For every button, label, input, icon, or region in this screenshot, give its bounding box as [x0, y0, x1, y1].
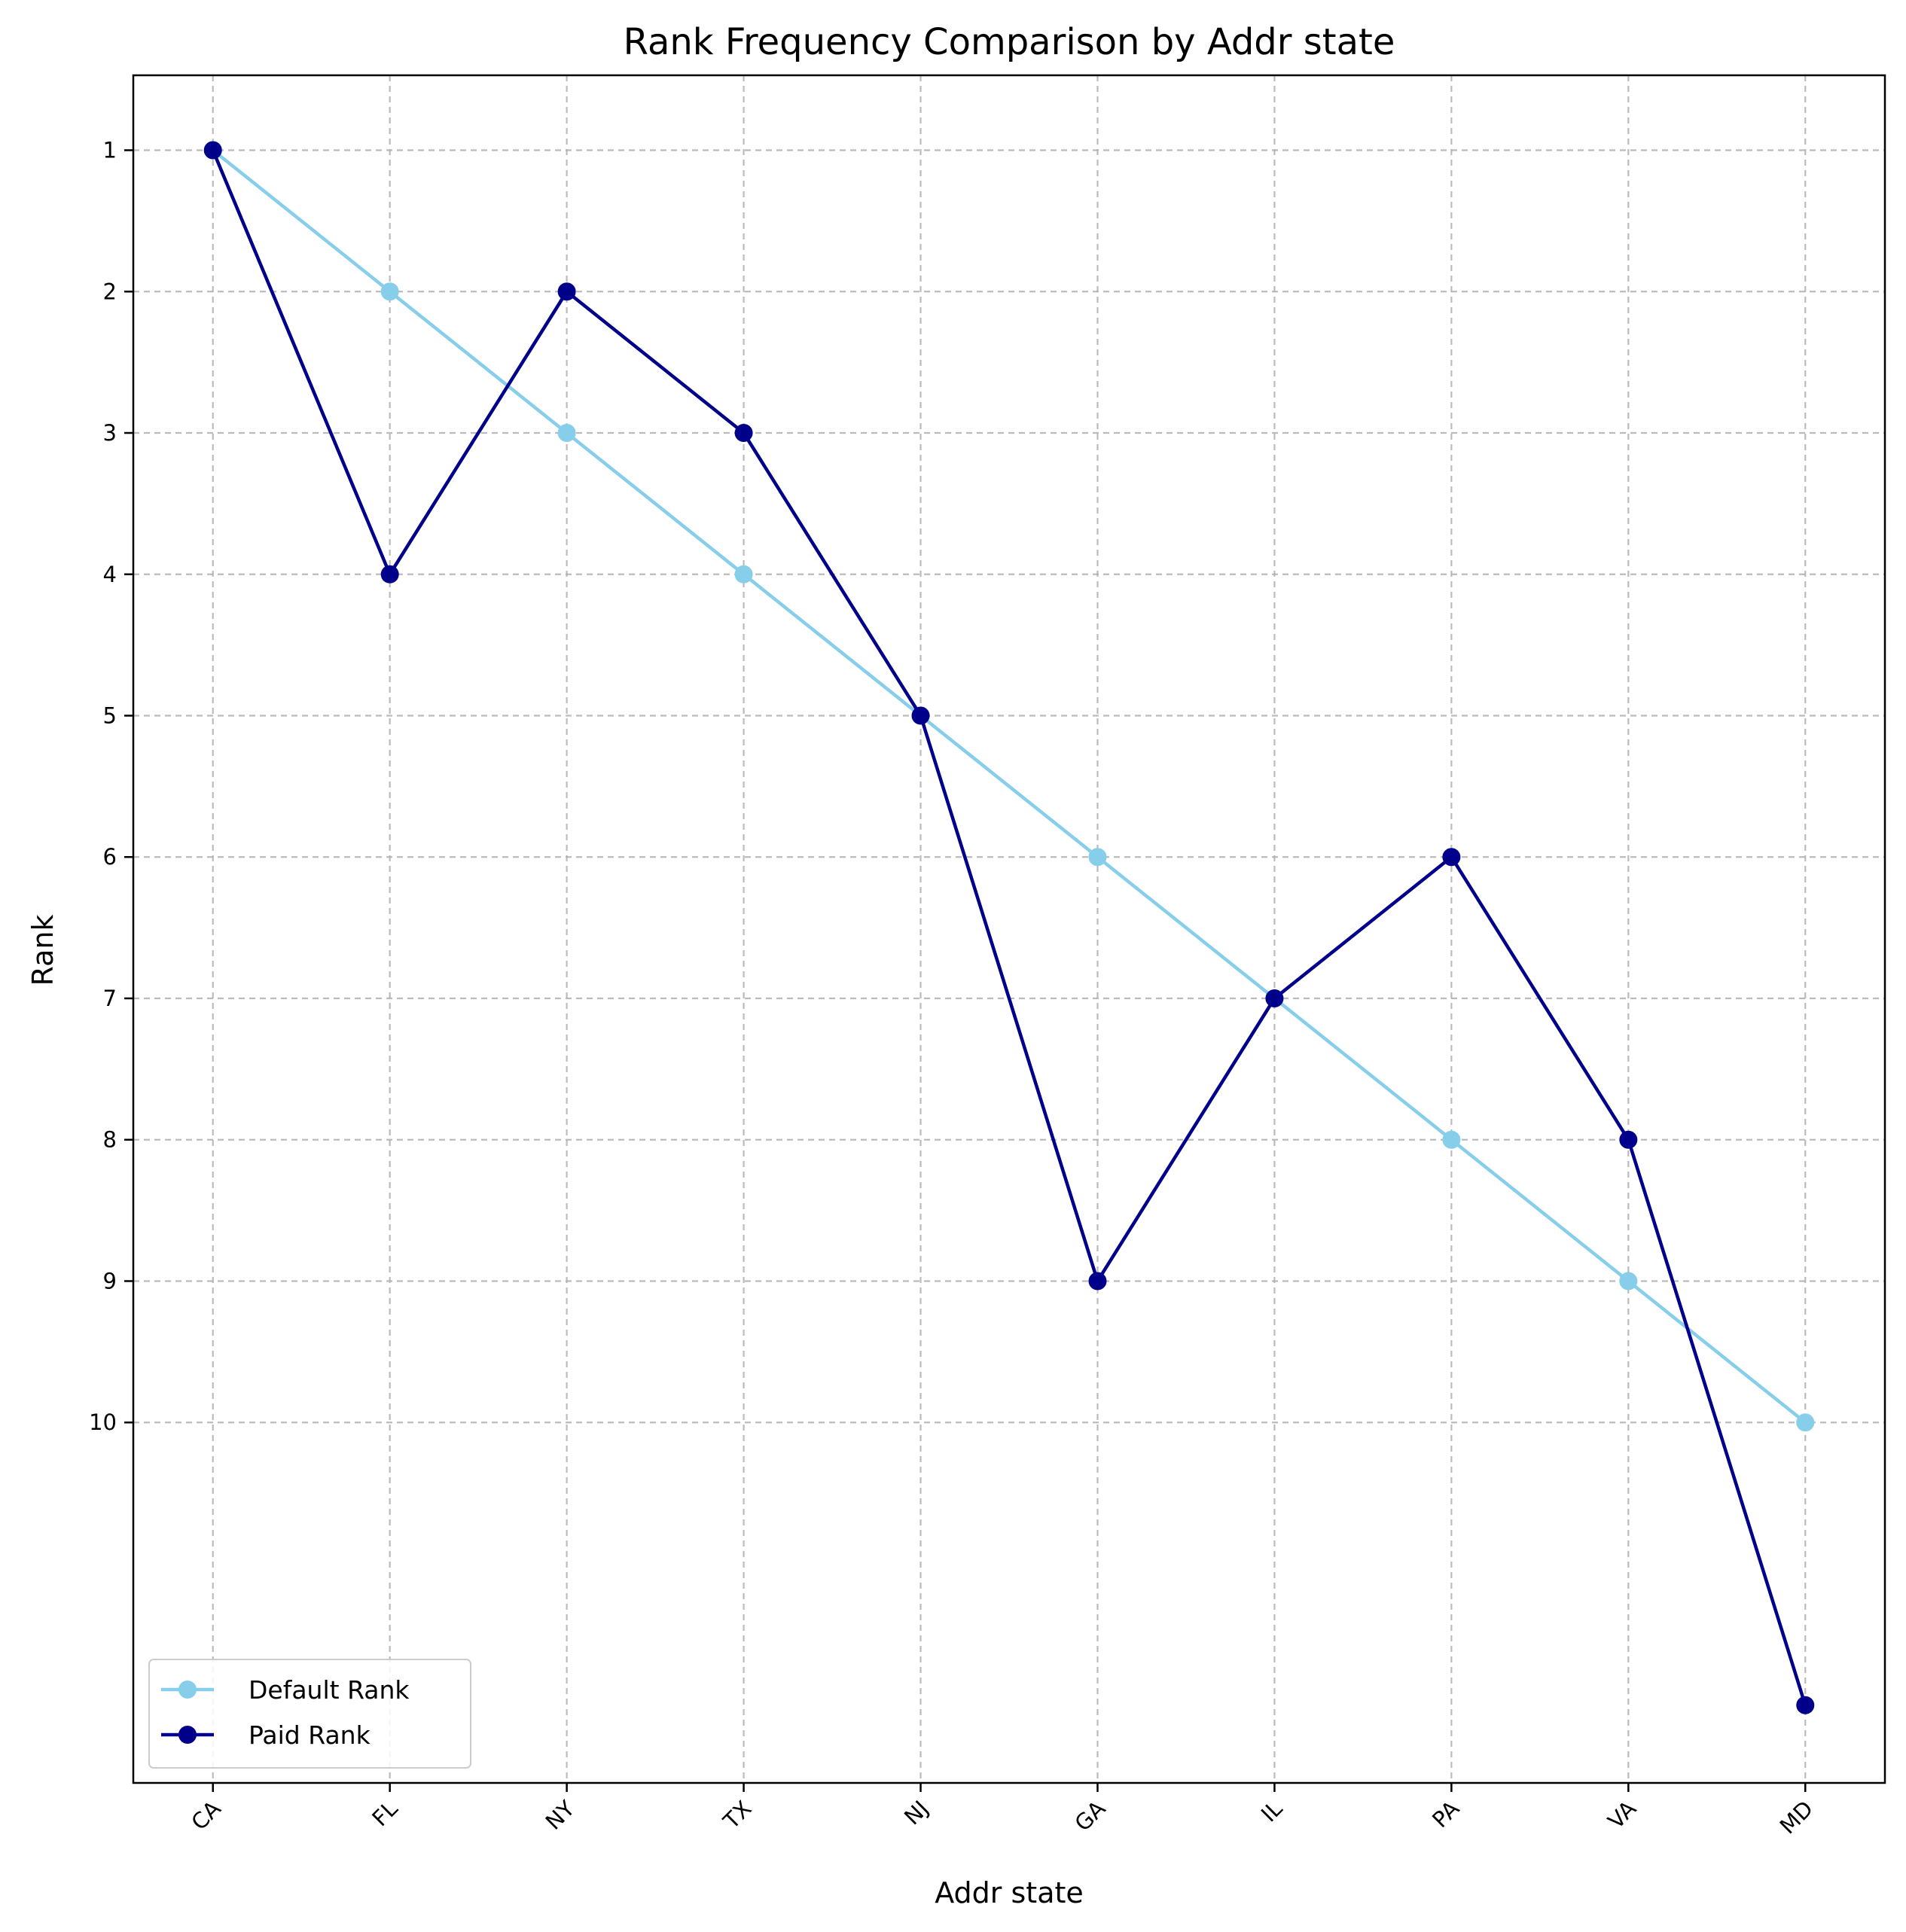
x-axis-label: Addr state [935, 1876, 1084, 1909]
chart-title: Rank Frequency Comparison by Addr state [624, 21, 1395, 63]
paid-rank-point [911, 706, 930, 725]
paid-rank-point [1088, 1272, 1107, 1291]
y-tick-label: 2 [103, 279, 117, 304]
paid-rank-point [380, 565, 399, 584]
grid [133, 75, 1885, 1783]
paid-rank-point [734, 424, 753, 443]
y-tick-label: 9 [103, 1268, 117, 1294]
paid-rank-point [1796, 1696, 1815, 1714]
legend-swatch-marker-paid-rank [178, 1726, 197, 1744]
y-tick-label: 8 [103, 1127, 117, 1153]
y-tick-label: 4 [103, 562, 117, 587]
default-rank-point [1619, 1272, 1638, 1291]
y-tick-label: 10 [89, 1409, 117, 1435]
y-tick-label: 6 [103, 844, 117, 870]
legend-box [148, 1659, 471, 1769]
y-tick-label: 3 [103, 420, 117, 446]
paid-rank-point [557, 282, 576, 301]
default-rank-point [380, 282, 399, 301]
y-tick-label: 1 [103, 138, 117, 163]
legend: Default Rank Paid Rank [148, 1659, 471, 1769]
legend-swatch-marker-default-rank [178, 1681, 197, 1699]
paid-rank-point [1265, 989, 1284, 1007]
paid-rank-point [1619, 1130, 1638, 1149]
paid-rank-point [1442, 848, 1461, 867]
series-layer [203, 141, 1815, 1714]
y-axis-label: Rank [26, 915, 59, 986]
default-rank-line [211, 148, 1807, 1425]
paid-rank-line [211, 148, 1807, 1707]
y-tick-label: 7 [103, 986, 117, 1011]
default-rank-point [1796, 1413, 1815, 1432]
default-rank-point [557, 424, 576, 443]
legend-label-default-rank: Default Rank [249, 1675, 410, 1705]
default-rank-point [1442, 1130, 1461, 1149]
default-rank-point [1088, 848, 1107, 867]
plot-frame [132, 74, 1886, 1784]
y-tick-label: 5 [103, 703, 117, 729]
legend-label-paid-rank: Paid Rank [249, 1720, 371, 1750]
default-rank-point [734, 565, 753, 584]
paid-rank-point [203, 141, 222, 160]
